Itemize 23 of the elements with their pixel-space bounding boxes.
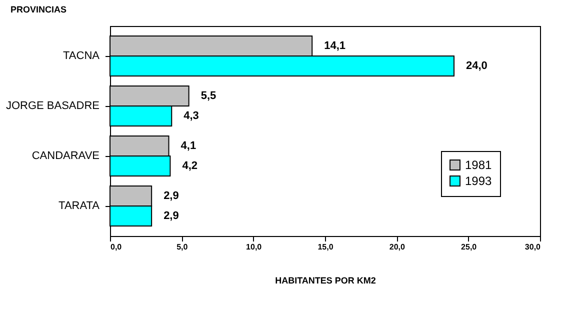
y-axis-title: PROVINCIAS bbox=[10, 4, 67, 14]
x-tick-label: 0,0 bbox=[110, 242, 122, 252]
x-tick-label: 30,0 bbox=[524, 242, 542, 252]
data-label: 14,1 bbox=[324, 40, 346, 52]
data-label: 4,3 bbox=[184, 110, 199, 122]
data-label: 24,0 bbox=[466, 60, 488, 72]
legend-label: 1981 bbox=[465, 158, 492, 172]
x-tick-label: 15,0 bbox=[318, 242, 334, 252]
x-tick-label: 10,0 bbox=[246, 242, 262, 252]
x-axis-title: HABITANTES POR KM2 bbox=[275, 276, 376, 286]
data-label: 2,9 bbox=[164, 190, 179, 202]
data-label: 2,9 bbox=[164, 210, 179, 222]
data-label: 4,2 bbox=[182, 160, 198, 172]
data-label: 5,5 bbox=[200, 90, 216, 102]
x-tick-label: 20,0 bbox=[389, 242, 406, 252]
x-tick-label: 5,0 bbox=[176, 242, 188, 252]
y-tick-label: TACNA bbox=[63, 50, 100, 62]
x-tick-label: 25,0 bbox=[461, 242, 478, 252]
legend-label: 1993 bbox=[465, 174, 492, 188]
y-tick-label: CANDARAVE bbox=[32, 150, 100, 162]
y-tick-label: JORGE BASADRE bbox=[6, 100, 100, 112]
data-label: 4,1 bbox=[180, 140, 196, 152]
y-tick-label: TARATA bbox=[58, 200, 100, 212]
